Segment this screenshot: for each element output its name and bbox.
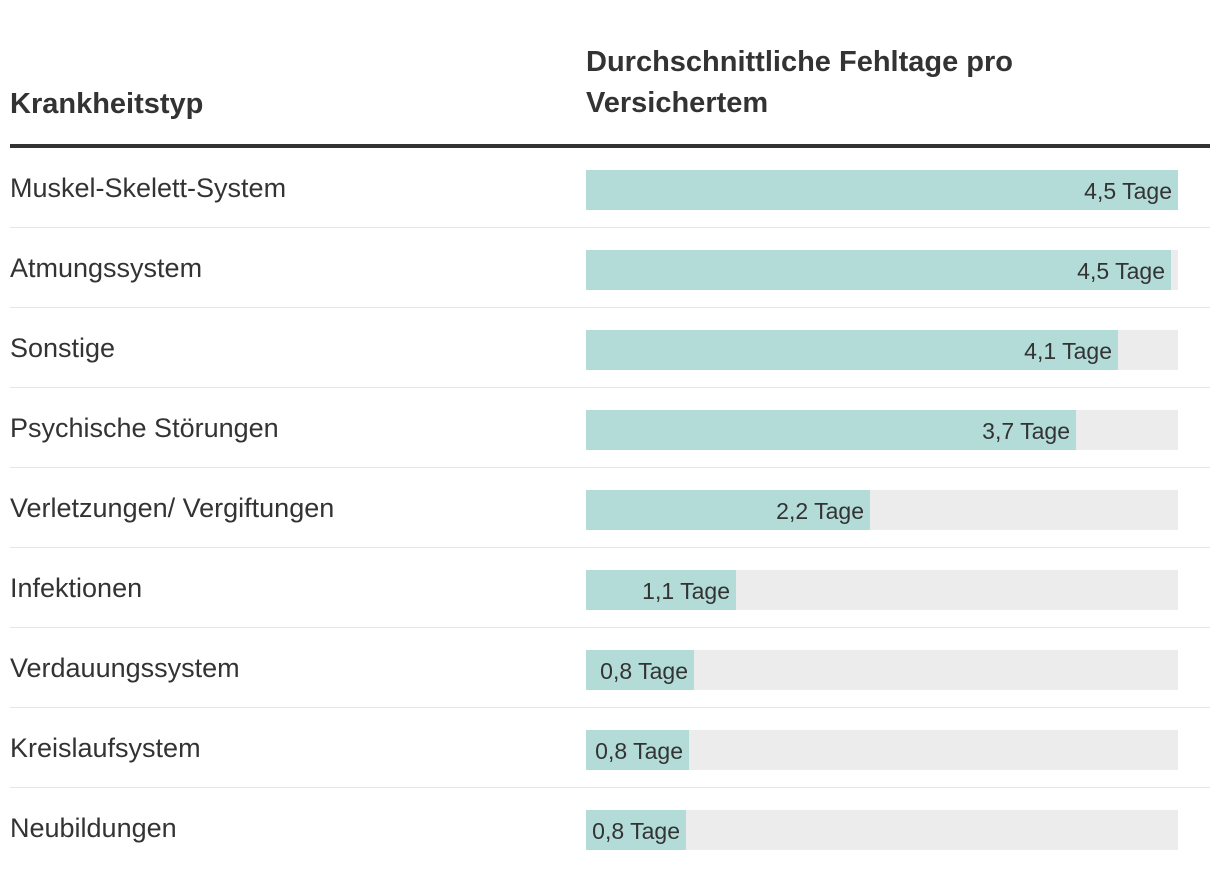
bar	[586, 170, 1178, 210]
table-row: Muskel-Skelett-System 4,5 Tage	[10, 148, 1210, 228]
category-label: Atmungssystem	[10, 253, 203, 283]
category-label: Kreislaufsystem	[10, 733, 201, 763]
bar-track: 4,5 Tage	[586, 170, 1178, 210]
table-row: Atmungssystem 4,5 Tage	[10, 228, 1210, 308]
bar-track: 0,8 Tage	[586, 730, 1178, 770]
table-row: Kreislaufsystem 0,8 Tage	[10, 708, 1210, 788]
value-label: 4,1 Tage	[1024, 338, 1112, 364]
label-column-header: Krankheitstyp	[10, 88, 204, 120]
bar	[586, 730, 689, 770]
category-label: Verletzungen/ Vergiftungen	[10, 493, 335, 523]
bar-track: 2,2 Tage	[586, 490, 1178, 530]
bar-track: 1,1 Tage	[586, 570, 1178, 610]
value-label: 4,5 Tage	[1077, 258, 1165, 284]
table-header: Krankheitstyp Durchschnittliche Fehltage…	[10, 0, 1210, 148]
bar-track: 4,1 Tage	[586, 330, 1178, 370]
table-row: Sonstige 4,1 Tage	[10, 308, 1210, 388]
table-row: Verletzungen/ Vergiftungen 2,2 Tage	[10, 468, 1210, 548]
bar-track: 4,5 Tage	[586, 250, 1178, 290]
bar-track: 3,7 Tage	[586, 410, 1178, 450]
category-label: Muskel-Skelett-System	[10, 173, 287, 203]
bar	[586, 330, 1118, 370]
value-label: 3,7 Tage	[982, 418, 1070, 444]
value-column-header: Durchschnittliche Fehltage pro Versicher…	[586, 46, 1013, 119]
category-label: Verdauungssystem	[10, 653, 240, 683]
value-label: 1,1 Tage	[642, 578, 730, 604]
category-label: Sonstige	[10, 333, 116, 363]
category-label: Infektionen	[10, 573, 143, 603]
table-row: Infektionen 1,1 Tage	[10, 548, 1210, 628]
bar	[586, 650, 694, 690]
table-row: Neubildungen 0,8 Tage	[10, 788, 1210, 868]
bar	[586, 490, 870, 530]
category-label: Neubildungen	[10, 813, 177, 843]
category-label: Psychische Störungen	[10, 413, 279, 443]
value-label: 2,2 Tage	[776, 498, 864, 524]
value-label: 0,8 Tage	[592, 818, 680, 844]
value-label: 0,8 Tage	[600, 658, 688, 684]
bar-track: 0,8 Tage	[586, 810, 1178, 850]
bar	[586, 410, 1076, 450]
data-table: Krankheitstyp Durchschnittliche Fehltage…	[10, 0, 1210, 868]
bar	[586, 250, 1171, 290]
bar-track: 0,8 Tage	[586, 650, 1178, 690]
table-body: Muskel-Skelett-System 4,5 Tage Atmungssyst…	[10, 148, 1210, 868]
value-label: 0,8 Tage	[595, 738, 683, 764]
table-row: Psychische Störungen 3,7 Tage	[10, 388, 1210, 468]
table-row: Verdauungssystem 0,8 Tage	[10, 628, 1210, 708]
bar	[586, 810, 686, 850]
value-label: 4,5 Tage	[1084, 178, 1172, 204]
bar	[586, 570, 736, 610]
